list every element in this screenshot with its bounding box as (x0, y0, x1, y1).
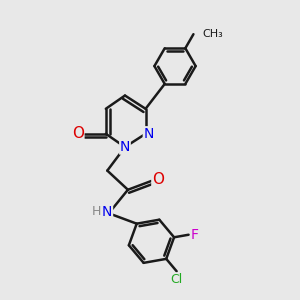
Text: N: N (120, 140, 130, 154)
Text: N: N (102, 205, 112, 219)
Text: O: O (152, 172, 164, 187)
Text: F: F (191, 228, 199, 242)
Text: O: O (72, 126, 84, 141)
Text: H: H (92, 205, 101, 218)
Text: CH₃: CH₃ (202, 29, 223, 39)
Text: N: N (143, 127, 154, 141)
Text: Cl: Cl (170, 273, 183, 286)
